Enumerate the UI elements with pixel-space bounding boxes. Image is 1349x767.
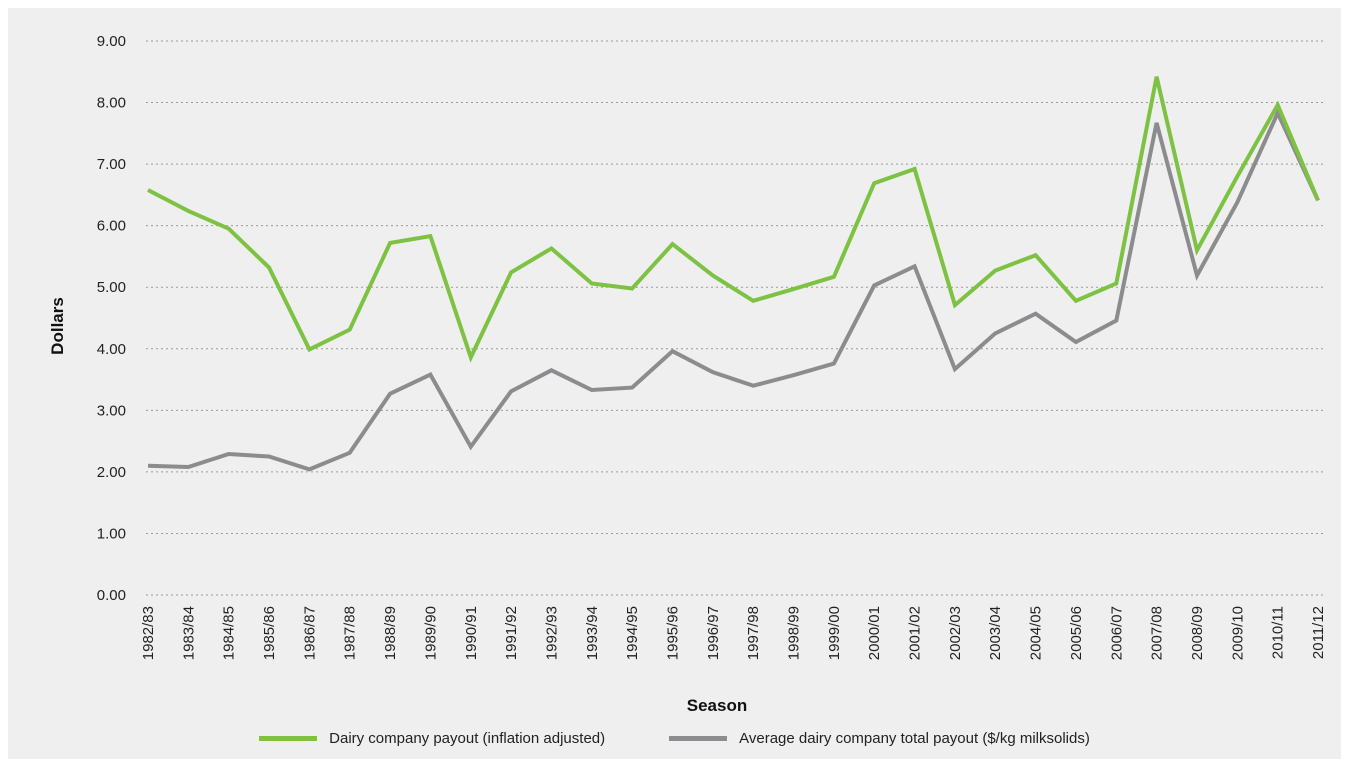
y-tick-label: 3.00 bbox=[97, 402, 126, 419]
x-tick-label: 2002/03 bbox=[947, 606, 964, 660]
x-tick-label: 1988/89 bbox=[382, 606, 399, 660]
legend-swatch-grey bbox=[669, 736, 728, 741]
legend-label: Average dairy company total payout ($/kg… bbox=[739, 730, 1090, 747]
y-tick-label: 6.00 bbox=[97, 218, 126, 235]
legend-item-grey-series: Average dairy company total payout ($/kg… bbox=[669, 730, 1090, 747]
x-tick-label: 2000/01 bbox=[866, 606, 883, 660]
x-tick-label: 1996/97 bbox=[705, 606, 722, 660]
line-chart: 0.00 1.00 2.00 3.00 4.00 5.00 6.00 7.00 8.00 9.00… bbox=[48, 33, 1327, 715]
series-line-total-payout bbox=[147, 108, 1320, 472]
x-tick-label: 1992/93 bbox=[543, 606, 560, 660]
x-tick-label: 1997/98 bbox=[745, 606, 762, 660]
y-axis-title: Dollars bbox=[48, 297, 67, 355]
x-tick-label: 1993/94 bbox=[584, 606, 601, 660]
x-tick-label: 1995/96 bbox=[664, 606, 681, 660]
legend-label: Dairy company payout (inflation adjusted… bbox=[329, 730, 606, 747]
x-tick-labels: 1982/83 1983/84 1984/85 1985/86 1986/87 1987/… bbox=[140, 606, 1327, 660]
y-tick-label: 4.00 bbox=[97, 341, 126, 358]
x-tick-label: 1989/90 bbox=[422, 606, 439, 660]
x-tick-label: 2004/05 bbox=[1028, 606, 1045, 660]
legend-item-green-series: Dairy company payout (inflation adjusted… bbox=[259, 730, 605, 747]
x-tick-label: 1999/00 bbox=[826, 606, 843, 660]
y-tick-label: 2.00 bbox=[97, 464, 126, 481]
y-tick-label: 8.00 bbox=[97, 95, 126, 112]
x-tick-label: 2005/06 bbox=[1068, 606, 1085, 660]
x-tick-label: 1986/87 bbox=[301, 606, 318, 660]
chart-container: 0.00 1.00 2.00 3.00 4.00 5.00 6.00 7.00 8.00 9.00… bbox=[8, 8, 1341, 759]
x-tick-label: 2007/08 bbox=[1149, 606, 1166, 660]
x-tick-label: 1994/95 bbox=[624, 606, 641, 660]
x-tick-label: 2009/10 bbox=[1229, 606, 1246, 660]
x-tick-label: 2011/12 bbox=[1310, 606, 1327, 659]
x-tick-label: 1982/83 bbox=[140, 606, 157, 660]
x-tick-label: 2006/07 bbox=[1108, 606, 1125, 660]
x-tick-label: 1984/85 bbox=[221, 606, 238, 660]
series-lines bbox=[147, 76, 1320, 472]
x-tick-label: 1998/99 bbox=[786, 606, 803, 660]
y-tick-labels: 0.00 1.00 2.00 3.00 4.00 5.00 6.00 7.00 8.00 9.00 bbox=[97, 33, 126, 604]
x-tick-label: 2001/02 bbox=[907, 606, 924, 660]
x-tick-label: 2003/04 bbox=[987, 606, 1004, 660]
y-tick-label: 9.00 bbox=[97, 33, 126, 50]
legend-swatch-green bbox=[259, 736, 318, 741]
x-tick-label: 1987/88 bbox=[342, 606, 359, 660]
y-tick-label: 5.00 bbox=[97, 279, 126, 296]
x-tick-label: 1990/91 bbox=[463, 606, 480, 660]
y-tick-label: 7.00 bbox=[97, 156, 126, 173]
legend: Dairy company payout (inflation adjusted… bbox=[8, 730, 1341, 747]
x-tick-label: 2008/09 bbox=[1189, 606, 1206, 660]
y-tick-label: 1.00 bbox=[97, 525, 126, 542]
series-line-inflation-adjusted bbox=[147, 76, 1320, 363]
x-tick-label: 1985/86 bbox=[261, 606, 278, 660]
x-tick-label: 1991/92 bbox=[503, 606, 520, 660]
x-axis-title: Season bbox=[687, 696, 747, 715]
y-tick-label: 0.00 bbox=[97, 587, 126, 604]
x-tick-label: 2010/11 bbox=[1270, 606, 1287, 659]
x-tick-label: 1983/84 bbox=[180, 606, 197, 660]
